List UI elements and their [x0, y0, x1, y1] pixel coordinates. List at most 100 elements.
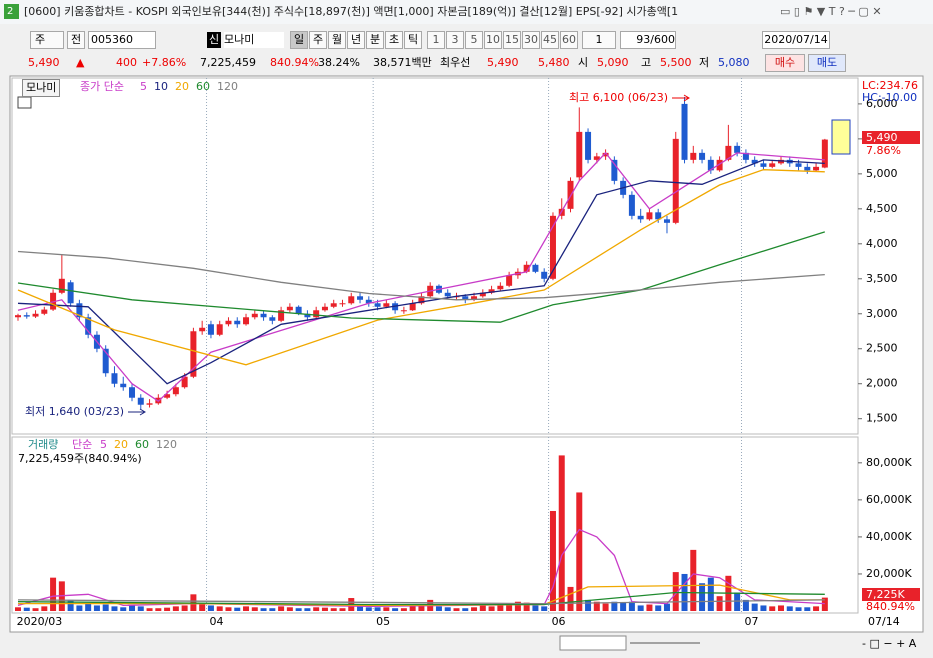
mode[interactable]: 전 [67, 31, 85, 49]
period-button[interactable]: 분 [366, 31, 384, 49]
quote-best-label: 최우선 [440, 56, 471, 69]
legend-entry: 60 [196, 80, 210, 93]
volume-bar [611, 601, 618, 611]
volume-bar [585, 599, 592, 611]
x-tick-label: 06 [552, 615, 566, 628]
candle-body [497, 285, 504, 290]
last-volume-box [862, 588, 920, 601]
candle-body [681, 103, 688, 160]
interval-button[interactable]: 45 [541, 31, 559, 49]
highlight-box [831, 119, 851, 155]
legend-entry: 5 [140, 80, 147, 93]
period-type[interactable]: 주 [30, 31, 64, 49]
last-rate: 7.86% [866, 144, 901, 157]
candle-body [418, 296, 425, 304]
volume-bar [532, 605, 539, 611]
candle-body [365, 299, 372, 304]
volume-bar [549, 510, 556, 611]
candle-body [471, 296, 478, 300]
volume-bar [795, 607, 802, 611]
interval-button[interactable]: 1 [427, 31, 445, 49]
period-button[interactable]: 년 [347, 31, 365, 49]
legend-entry: 10 [154, 80, 168, 93]
volume-bar [243, 606, 250, 611]
quote-open: 5,090 [597, 56, 629, 69]
candle-body [32, 313, 39, 317]
last-volume: 7,225K [866, 588, 905, 601]
candle-body [795, 163, 802, 167]
interval-button[interactable]: 15 [503, 31, 521, 49]
volume-bar [146, 608, 153, 611]
candle-body [225, 320, 232, 325]
quote-arrow: ▲ [76, 56, 85, 69]
unit[interactable]: 1 [582, 31, 616, 49]
quote-low-label: 저 [699, 56, 710, 69]
volume-bar [637, 605, 644, 611]
quote-volume: 7,225,459 [200, 56, 256, 69]
candle-body [295, 306, 302, 314]
y-tick-label: 5,000 [866, 167, 898, 180]
volume-bar [471, 607, 478, 611]
y-tick-label: 40,000K [866, 530, 912, 543]
period-button[interactable]: 월 [328, 31, 346, 49]
price-panel [11, 77, 859, 435]
chart-name-tab[interactable]: 모나미 [22, 79, 61, 97]
volume-bar [172, 606, 179, 611]
volume-bar [164, 607, 171, 611]
candle-body [330, 303, 337, 307]
date[interactable]: 2020/07/14 [762, 31, 830, 49]
candle-body [339, 303, 346, 305]
volume-bar [488, 606, 495, 611]
candle-body [23, 315, 30, 317]
candle-body [172, 387, 179, 395]
volume-bar [23, 607, 30, 611]
title-bar [0, 0, 933, 24]
interval-button[interactable]: 10 [484, 31, 502, 49]
volume-bar [207, 605, 214, 611]
scroll-buttons[interactable] [559, 635, 627, 651]
period-button[interactable]: 초 [385, 31, 403, 49]
volume-bar [690, 549, 697, 611]
y-tick-label: 6,000 [866, 97, 898, 110]
interval-button[interactable]: 30 [522, 31, 540, 49]
stock-code[interactable]: 005360 [88, 31, 156, 49]
volume-bar [41, 606, 48, 611]
volume-bar [225, 607, 232, 611]
candle-body [751, 159, 758, 164]
volume-bar [734, 592, 741, 611]
count[interactable]: 93/600 [620, 31, 676, 49]
interval-button[interactable]: 60 [560, 31, 578, 49]
y-tick-label: 2,500 [866, 342, 898, 355]
zoom-controls[interactable]: - □ − + A [862, 637, 917, 650]
candle-body [278, 310, 285, 321]
volume-bar [672, 572, 679, 611]
quote-bid: 5,480 [538, 56, 570, 69]
quote-ask: 5,490 [487, 56, 519, 69]
candle-body [444, 292, 451, 297]
candle-body [41, 309, 48, 314]
candle-body [216, 324, 223, 335]
y-tick-label: 20,000K [866, 567, 912, 580]
sell-button[interactable]: 매도 [808, 54, 846, 72]
period-button[interactable]: 틱 [404, 31, 422, 49]
volume-bar [278, 606, 285, 611]
candle-body [357, 296, 364, 300]
legend-entry: 120 [217, 80, 238, 93]
moving-average [17, 169, 825, 366]
volume-bar [804, 607, 811, 611]
legend-prefix: 종가 단순 [80, 80, 124, 93]
window-controls[interactable]: ▭ ▯ ⚑ ▼ T ? ─ ▢ ✕ [780, 5, 882, 18]
buy-button[interactable]: 매수 [765, 54, 805, 72]
period-button[interactable]: 일 [290, 31, 308, 49]
high-annotation: 최고 6,100 (06/23) [569, 91, 668, 104]
volume-bar [357, 606, 364, 611]
candle-body [541, 271, 548, 279]
volume-bar [576, 492, 583, 611]
candle-body [479, 292, 486, 297]
period-button[interactable]: 주 [309, 31, 327, 49]
volume-bar [111, 606, 118, 611]
interval-button[interactable]: 3 [446, 31, 464, 49]
candle-body [190, 331, 197, 377]
interval-button[interactable]: 5 [465, 31, 483, 49]
volume-bar [251, 607, 258, 611]
